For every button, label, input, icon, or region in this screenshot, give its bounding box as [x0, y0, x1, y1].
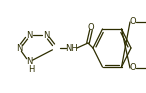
Text: N: N	[26, 31, 32, 40]
Text: N: N	[16, 44, 22, 53]
Text: O: O	[88, 23, 94, 32]
Text: O: O	[130, 62, 136, 72]
Text: H: H	[28, 65, 34, 74]
Text: O: O	[130, 16, 136, 25]
Text: N: N	[26, 57, 32, 66]
Text: NH: NH	[65, 44, 77, 53]
Text: N: N	[43, 31, 49, 40]
